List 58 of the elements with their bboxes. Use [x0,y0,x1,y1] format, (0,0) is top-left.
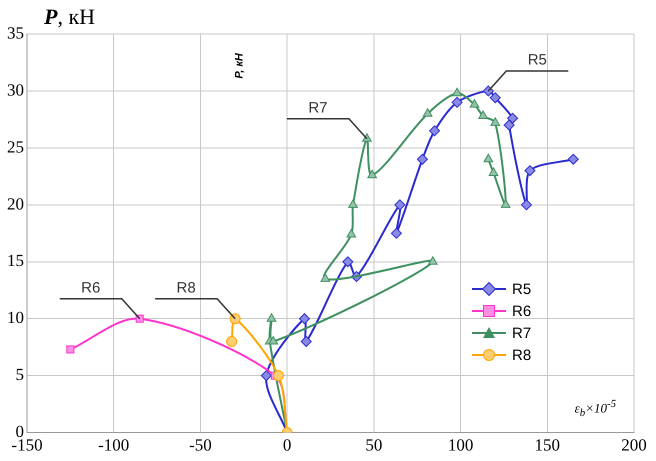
point [428,256,438,265]
point [268,336,278,344]
point [416,154,428,165]
point [320,273,330,282]
point [568,154,579,165]
x-tick-label: 0 [282,435,292,454]
point [298,313,310,324]
annotation: R7 [308,99,328,116]
y-tick-label: 25 [7,137,24,156]
y-tick-label: 5 [16,365,24,384]
legend-label: R7 [512,324,532,342]
y-tick-label: 15 [7,251,24,270]
y-tick-label: 35 [7,23,24,42]
point [346,228,356,238]
point [488,167,498,176]
point [260,370,272,382]
x-tick-label: -50 [189,435,212,454]
point [452,96,463,108]
point [342,256,354,268]
x-tick-label: 150 [534,435,560,454]
annotation: P, кН [233,52,246,79]
x-tick-label: 100 [448,435,474,454]
annotation: R5 [528,52,547,69]
point [470,99,480,108]
point [422,108,432,117]
point [452,88,462,96]
point [300,336,312,347]
point [266,313,276,322]
point [490,92,501,104]
point [348,199,358,208]
point [483,154,494,162]
x-tick-label: -100 [98,435,130,454]
y-tick-label: 30 [7,80,24,100]
point [226,336,238,347]
point [367,170,377,178]
y-tick-label: 10 [7,308,24,328]
point [390,228,402,239]
point [272,370,284,382]
legend-label: R6 [512,302,532,320]
y-tick-label: 20 [7,194,24,214]
point [429,125,440,136]
point [520,199,532,210]
point [504,120,515,131]
annotation: R6 [81,279,100,296]
y-axis-title: P, кН [44,4,96,30]
legend-label: R5 [512,280,532,298]
point [524,165,536,176]
legend-label: R8 [512,346,532,364]
x-tick-label: 200 [621,435,647,454]
annotation: R8 [176,279,196,296]
point [507,112,518,124]
point [394,199,406,210]
point [500,199,510,208]
point [66,345,74,354]
x-tick-label: 50 [365,435,382,454]
point [478,110,488,119]
x-axis-title: ε$_{b}$×10$^{-5}$ [574,398,616,419]
point [490,117,500,126]
